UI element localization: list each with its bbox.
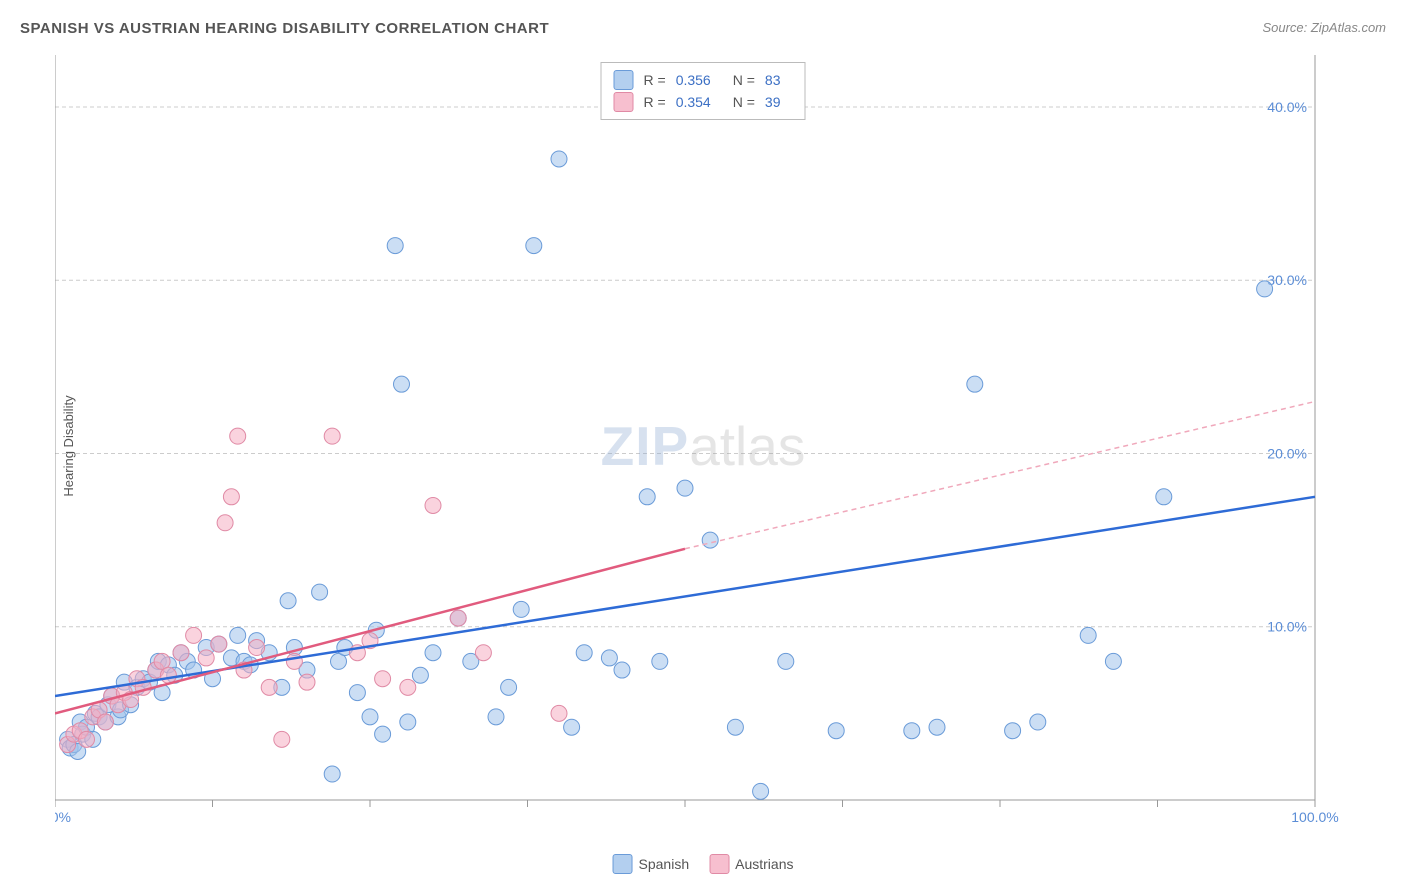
data-point bbox=[1105, 653, 1121, 669]
y-tick-label: 10.0% bbox=[1267, 619, 1307, 635]
data-point bbox=[639, 489, 655, 505]
legend-item: Spanish bbox=[613, 854, 690, 874]
data-point bbox=[173, 645, 189, 661]
series-legend: Spanish Austrians bbox=[613, 854, 794, 874]
data-point bbox=[312, 584, 328, 600]
x-tick-label: 0.0% bbox=[55, 809, 71, 825]
data-point bbox=[375, 671, 391, 687]
data-point bbox=[1156, 489, 1172, 505]
data-point bbox=[211, 636, 227, 652]
data-point bbox=[299, 674, 315, 690]
data-point bbox=[501, 679, 517, 695]
data-point bbox=[362, 709, 378, 725]
scatter-chart: 10.0% 20.0% 30.0% 40.0% 0.0% 100.0% bbox=[55, 55, 1355, 825]
x-tick-label: 100.0% bbox=[1291, 809, 1338, 825]
data-point bbox=[564, 719, 580, 735]
data-point bbox=[488, 709, 504, 725]
correlation-legend: R = 0.356 N = 83 R = 0.354 N = 39 bbox=[601, 62, 806, 120]
data-point bbox=[652, 653, 668, 669]
data-point bbox=[967, 376, 983, 392]
data-point bbox=[551, 151, 567, 167]
regression-line-austrians bbox=[55, 549, 685, 714]
r-value: 0.356 bbox=[676, 69, 711, 91]
data-point bbox=[513, 601, 529, 617]
data-point bbox=[727, 719, 743, 735]
data-point bbox=[1080, 627, 1096, 643]
n-label: N = bbox=[733, 91, 755, 113]
data-point bbox=[576, 645, 592, 661]
legend-swatch bbox=[613, 854, 633, 874]
n-label: N = bbox=[733, 69, 755, 91]
data-point bbox=[230, 627, 246, 643]
data-point bbox=[249, 640, 265, 656]
data-point bbox=[274, 731, 290, 747]
data-point bbox=[778, 653, 794, 669]
page-title: SPANISH VS AUSTRIAN HEARING DISABILITY C… bbox=[20, 20, 549, 37]
data-point bbox=[186, 627, 202, 643]
data-point bbox=[223, 489, 239, 505]
data-point bbox=[475, 645, 491, 661]
legend-item: Austrians bbox=[709, 854, 793, 874]
data-point bbox=[400, 679, 416, 695]
data-point bbox=[614, 662, 630, 678]
regression-line-spanish bbox=[55, 497, 1315, 696]
data-point bbox=[753, 783, 769, 799]
n-value: 83 bbox=[765, 69, 781, 91]
legend-row: R = 0.354 N = 39 bbox=[614, 91, 793, 113]
data-point bbox=[1257, 281, 1273, 297]
data-point bbox=[79, 731, 95, 747]
data-point bbox=[217, 515, 233, 531]
legend-row: R = 0.356 N = 83 bbox=[614, 69, 793, 91]
data-point bbox=[198, 650, 214, 666]
data-point bbox=[904, 723, 920, 739]
data-point bbox=[387, 238, 403, 254]
data-point bbox=[425, 645, 441, 661]
data-point bbox=[601, 650, 617, 666]
legend-swatch bbox=[614, 92, 634, 112]
data-point bbox=[450, 610, 466, 626]
data-point bbox=[230, 428, 246, 444]
data-point bbox=[1005, 723, 1021, 739]
data-point bbox=[702, 532, 718, 548]
y-tick-label: 20.0% bbox=[1267, 445, 1307, 461]
r-label: R = bbox=[644, 69, 666, 91]
data-point bbox=[929, 719, 945, 735]
data-point bbox=[677, 480, 693, 496]
chart-svg: 10.0% 20.0% 30.0% 40.0% 0.0% 100.0% bbox=[55, 55, 1355, 825]
data-point bbox=[261, 679, 277, 695]
legend-swatch bbox=[614, 70, 634, 90]
data-point bbox=[1030, 714, 1046, 730]
data-point bbox=[324, 766, 340, 782]
data-point bbox=[425, 497, 441, 513]
y-tick-label: 40.0% bbox=[1267, 99, 1307, 115]
r-label: R = bbox=[644, 91, 666, 113]
regression-line-austrians-extrapolated bbox=[685, 402, 1315, 549]
n-value: 39 bbox=[765, 91, 781, 113]
data-point bbox=[349, 685, 365, 701]
data-point bbox=[394, 376, 410, 392]
r-value: 0.354 bbox=[676, 91, 711, 113]
data-point bbox=[828, 723, 844, 739]
data-point bbox=[280, 593, 296, 609]
data-point bbox=[97, 714, 113, 730]
data-point bbox=[375, 726, 391, 742]
data-point bbox=[412, 667, 428, 683]
legend-label: Spanish bbox=[639, 856, 690, 872]
legend-swatch bbox=[709, 854, 729, 874]
data-point bbox=[324, 428, 340, 444]
data-point bbox=[526, 238, 542, 254]
data-point bbox=[160, 667, 176, 683]
data-point bbox=[400, 714, 416, 730]
data-point bbox=[286, 653, 302, 669]
data-point bbox=[551, 705, 567, 721]
source-credit: Source: ZipAtlas.com bbox=[1262, 20, 1386, 35]
legend-label: Austrians bbox=[735, 856, 793, 872]
y-tick-label: 30.0% bbox=[1267, 272, 1307, 288]
